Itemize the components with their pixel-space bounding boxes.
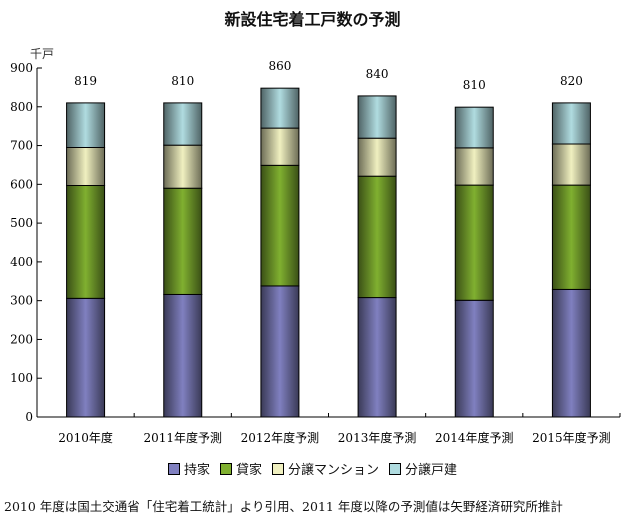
bar-segment-持家	[357, 297, 397, 418]
x-tick-label: 2014年度予測	[435, 430, 514, 445]
total-label: 860	[268, 59, 291, 73]
bar-segment-分譲マンション	[66, 146, 106, 186]
x-tick-label: 2011年度予測	[143, 430, 222, 445]
y-tick-label: 800	[10, 100, 33, 114]
total-label: 819	[74, 74, 97, 88]
total-label: 810	[171, 74, 194, 88]
bar-segment-分譲戸建	[454, 106, 494, 149]
y-tick-label: 300	[10, 294, 33, 308]
bar-segment-分譲戸建	[357, 95, 397, 139]
bar-segment-貸家	[454, 184, 494, 301]
legend-label: 貸家	[235, 463, 262, 478]
bar-segment-分譲マンション	[260, 127, 300, 166]
y-tick-label: 100	[10, 371, 33, 385]
y-tick-label: 700	[10, 139, 33, 153]
legend-swatch	[389, 463, 402, 475]
bar-segment-持家	[260, 285, 300, 418]
legend-swatch	[219, 463, 232, 475]
x-tick-label: 2013年度予測	[338, 430, 417, 445]
bar-segment-貸家	[551, 184, 591, 290]
y-tick-label: 600	[10, 177, 33, 191]
bar-segment-分譲戸建	[260, 87, 300, 129]
legend-label: 分譲戸建	[405, 463, 458, 478]
legend: 持家 貸家 分譲マンション 分譲戸建	[0, 459, 625, 478]
total-label: 810	[463, 78, 486, 92]
y-axis-unit-label: 千戸	[30, 47, 54, 61]
bar-segment-分譲マンション	[357, 137, 397, 177]
bar-segment-貸家	[66, 184, 106, 299]
chart-title: 新設住宅着工戸数の予測	[224, 10, 401, 29]
legend-label: 持家	[183, 463, 210, 478]
bar-segment-持家	[551, 288, 591, 418]
stacked-bar-chart: 千戸 0 100 200 300 400 500 600 700 800 900 819 2010年度 8…	[10, 47, 621, 445]
y-tick-label: 400	[10, 255, 33, 269]
bar-segment-持家	[454, 299, 494, 418]
bar-segment-分譲戸建	[66, 102, 106, 148]
legend-swatch	[272, 463, 284, 475]
y-tick-label: 200	[10, 332, 33, 346]
legend-item: 分譲戸建	[389, 459, 457, 478]
footnote: 2010 年度は国土交通省「住宅着工統計」より引用、2011 年度以降の予測値は…	[4, 499, 563, 514]
legend-label: 分譲マンション	[288, 463, 380, 478]
bar-segment-貸家	[260, 164, 300, 287]
bar-segment-持家	[163, 293, 203, 418]
legend-item: 持家	[167, 459, 210, 478]
legend-item: 貸家	[219, 459, 262, 478]
total-label: 820	[560, 74, 583, 88]
legend-swatch	[167, 463, 180, 475]
total-label: 840	[366, 67, 389, 81]
bar-segment-分譲戸建	[551, 102, 591, 145]
bar-segment-貸家	[163, 187, 203, 295]
bar-segment-貸家	[357, 175, 397, 299]
bar-segment-分譲マンション	[551, 143, 591, 186]
y-tick-label: 900	[10, 61, 33, 75]
legend-item: 分譲マンション	[272, 459, 379, 478]
y-tick-label: 0	[25, 410, 33, 424]
x-tick-label: 2012年度予測	[241, 430, 320, 445]
bar-segment-分譲マンション	[163, 144, 203, 189]
x-tick-label: 2015年度予測	[532, 430, 611, 445]
bar-segment-持家	[66, 297, 106, 418]
bar-segment-分譲マンション	[454, 147, 494, 186]
bar-segment-分譲戸建	[163, 102, 203, 146]
y-tick-label: 500	[10, 216, 33, 230]
x-tick-label: 2010年度	[58, 430, 113, 445]
